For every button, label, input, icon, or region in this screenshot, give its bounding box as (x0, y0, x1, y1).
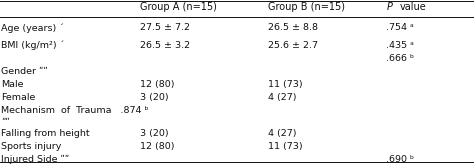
Text: 27.5 ± 7.2: 27.5 ± 7.2 (140, 23, 190, 32)
Text: Female: Female (1, 93, 36, 102)
Text: BMI (kg/m²) ´: BMI (kg/m²) ´ (1, 40, 64, 50)
Text: P: P (386, 2, 392, 12)
Text: Group A (n=15): Group A (n=15) (140, 2, 217, 12)
Text: 3 (20): 3 (20) (140, 93, 168, 102)
Text: 11 (73): 11 (73) (268, 142, 302, 151)
Text: 4 (27): 4 (27) (268, 93, 296, 102)
Text: 26.5 ± 8.8: 26.5 ± 8.8 (268, 23, 318, 32)
Text: Male: Male (1, 80, 23, 89)
Text: Injured Side ʺʺ: Injured Side ʺʺ (1, 155, 69, 164)
Text: Falling from height: Falling from height (1, 129, 90, 138)
Text: 4 (27): 4 (27) (268, 129, 296, 138)
Text: Sports injury: Sports injury (1, 142, 61, 151)
Text: ʺʺ: ʺʺ (1, 118, 9, 127)
Text: 11 (73): 11 (73) (268, 80, 302, 89)
Text: .435 ᵃ: .435 ᵃ (386, 41, 414, 50)
Text: 25.6 ± 2.7: 25.6 ± 2.7 (268, 41, 318, 50)
Text: .754 ᵃ: .754 ᵃ (386, 23, 414, 32)
Text: 3 (20): 3 (20) (140, 129, 168, 138)
Text: .690 ᵇ: .690 ᵇ (386, 155, 414, 164)
Text: 12 (80): 12 (80) (140, 80, 174, 89)
Text: Age (years) ´: Age (years) ´ (1, 23, 64, 33)
Text: .666 ᵇ: .666 ᵇ (386, 54, 414, 63)
Text: 26.5 ± 3.2: 26.5 ± 3.2 (140, 41, 190, 50)
Text: Mechanism  of  Trauma   .874 ᵇ: Mechanism of Trauma .874 ᵇ (1, 106, 148, 115)
Text: 12 (80): 12 (80) (140, 142, 174, 151)
Text: Group B (n=15): Group B (n=15) (268, 2, 345, 12)
Text: Gender ʺʺ: Gender ʺʺ (1, 67, 48, 76)
Text: value: value (400, 2, 426, 12)
